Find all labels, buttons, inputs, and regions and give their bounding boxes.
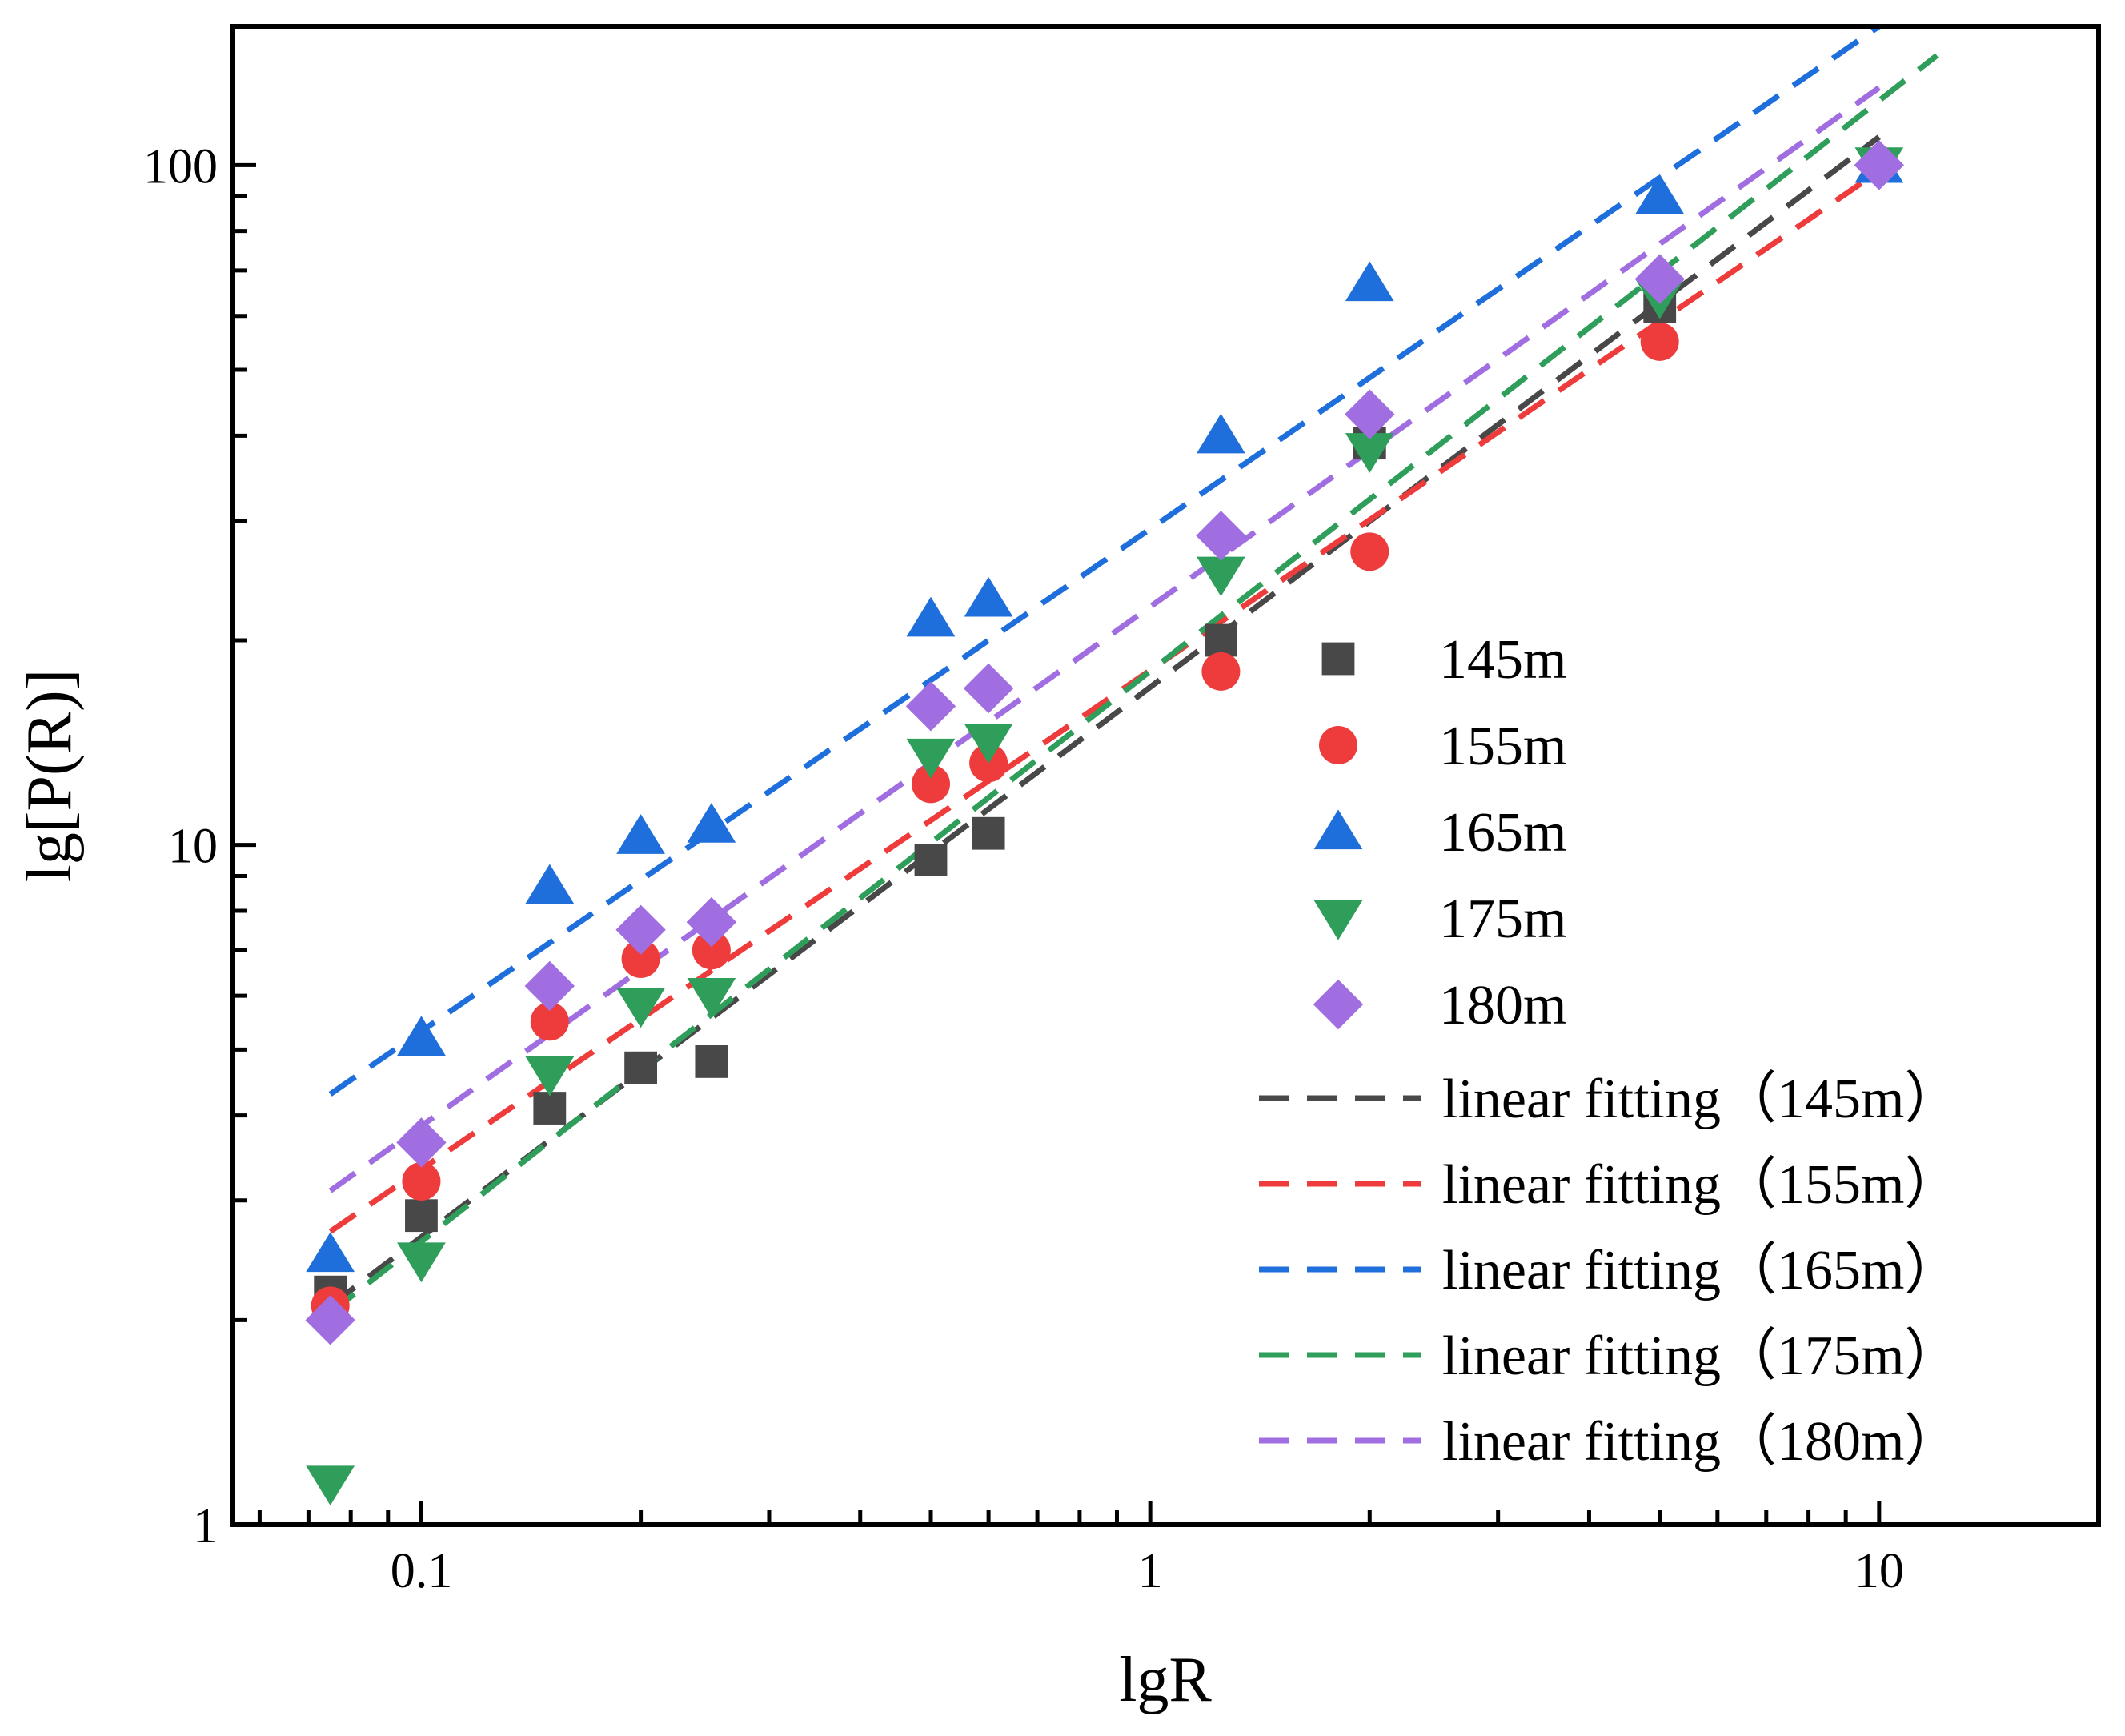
legend: 145m 155m 165m 175m 180m linear fitting（145m）… bbox=[1259, 629, 1960, 1473]
legend-item-fit-3: linear fitting（165m） bbox=[1259, 1240, 1960, 1301]
legend-marker bbox=[1313, 900, 1363, 940]
legend-marker bbox=[1313, 979, 1364, 1030]
legend-label: 180m bbox=[1439, 975, 1566, 1036]
data-point-175m-3 bbox=[525, 1056, 575, 1097]
legend-label: 175m bbox=[1439, 888, 1566, 950]
fit-line-3 bbox=[328, 26, 1881, 1097]
data-point-145m-4 bbox=[624, 1051, 657, 1084]
data-point-180m-3 bbox=[524, 960, 575, 1012]
data-point-155m-3 bbox=[530, 1002, 569, 1041]
legend-item-175m: 175m bbox=[1313, 888, 1566, 950]
data-point-175m-2 bbox=[397, 1242, 446, 1283]
data-point-175m-7 bbox=[964, 724, 1013, 764]
data-point-165m-4 bbox=[616, 814, 665, 854]
data-point-180m-9 bbox=[1345, 389, 1395, 439]
data-point-145m-5 bbox=[695, 1045, 728, 1078]
data-point-175m-1 bbox=[306, 1465, 355, 1506]
data-point-155m-4 bbox=[621, 939, 660, 978]
x-axis-title: lgR bbox=[1119, 1645, 1212, 1715]
legend-label: linear fitting（175m） bbox=[1442, 1325, 1960, 1387]
legend-label: 155m bbox=[1439, 716, 1566, 777]
x-tick-label: 10 bbox=[1854, 1544, 1904, 1598]
data-point-155m-9 bbox=[1350, 532, 1389, 571]
y-tick-label: 10 bbox=[168, 820, 218, 874]
legend-label: linear fitting（180m） bbox=[1442, 1411, 1960, 1473]
data-point-180m-8 bbox=[1196, 511, 1246, 561]
data-points-layer bbox=[305, 140, 1905, 1506]
legend-item-fit-5: linear fitting（180m） bbox=[1259, 1411, 1960, 1473]
data-point-165m-9 bbox=[1345, 261, 1394, 302]
data-point-145m-8 bbox=[1205, 623, 1237, 657]
data-point-180m-10 bbox=[1634, 254, 1685, 304]
plot-frame bbox=[230, 24, 2101, 1527]
legend-marker bbox=[1319, 726, 1357, 764]
data-point-175m-6 bbox=[906, 738, 956, 779]
data-point-180m-1 bbox=[305, 1295, 355, 1345]
legend-item-155m: 155m bbox=[1319, 716, 1566, 777]
data-point-180m-6 bbox=[905, 681, 956, 732]
legend-label: linear fitting（165m） bbox=[1442, 1240, 1960, 1301]
data-point-180m-5 bbox=[686, 896, 737, 948]
legend-item-fit-4: linear fitting（175m） bbox=[1259, 1325, 1960, 1387]
data-point-165m-8 bbox=[1197, 413, 1245, 454]
data-point-180m-4 bbox=[615, 904, 666, 955]
x-tick-label: 0.1 bbox=[391, 1544, 453, 1598]
fit-line-1 bbox=[328, 134, 1881, 1309]
data-point-145m-7 bbox=[972, 816, 1005, 850]
data-point-155m-10 bbox=[1640, 322, 1679, 361]
legend-marker bbox=[1321, 642, 1355, 676]
legend-label: 165m bbox=[1439, 802, 1566, 864]
legend-label: 145m bbox=[1439, 629, 1566, 691]
data-point-175m-5 bbox=[687, 978, 736, 1018]
data-point-145m-3 bbox=[533, 1092, 567, 1125]
legend-label: linear fitting（155m） bbox=[1442, 1154, 1960, 1216]
data-point-165m-7 bbox=[964, 576, 1013, 617]
data-point-145m-6 bbox=[914, 844, 948, 877]
data-point-165m-5 bbox=[687, 803, 736, 843]
data-point-180m-11 bbox=[1854, 140, 1905, 190]
data-point-180m-7 bbox=[963, 663, 1014, 714]
data-point-175m-9 bbox=[1345, 433, 1394, 473]
legend-item-180m: 180m bbox=[1313, 975, 1566, 1036]
data-point-165m-2 bbox=[397, 1016, 446, 1056]
data-point-155m-5 bbox=[692, 931, 731, 970]
data-point-165m-3 bbox=[525, 864, 575, 904]
data-point-165m-1 bbox=[306, 1232, 355, 1273]
axes-layer: 0.1 1 10 1 10 100 lgR lg[P(R)] bbox=[14, 24, 2101, 1715]
data-point-180m-2 bbox=[396, 1117, 447, 1168]
y-tick-label: 100 bbox=[143, 139, 218, 194]
data-point-155m-6 bbox=[912, 764, 951, 804]
data-point-155m-8 bbox=[1201, 652, 1241, 691]
y-tick-label: 1 bbox=[193, 1499, 218, 1554]
data-point-165m-6 bbox=[906, 596, 956, 637]
data-point-175m-8 bbox=[1197, 556, 1245, 597]
x-tick-label: 1 bbox=[1138, 1544, 1163, 1598]
legend-label: linear fitting（145m） bbox=[1442, 1068, 1960, 1130]
legend-item-145m: 145m bbox=[1321, 629, 1566, 691]
data-point-145m-2 bbox=[405, 1199, 438, 1233]
fit-line-5 bbox=[328, 85, 1881, 1193]
data-point-175m-4 bbox=[616, 988, 665, 1028]
legend-item-fit-1: linear fitting（145m） bbox=[1259, 1068, 1960, 1130]
fit-lines-layer bbox=[328, 26, 1939, 1315]
legend-item-165m: 165m bbox=[1313, 802, 1566, 864]
legend-marker bbox=[1313, 809, 1363, 850]
data-point-165m-10 bbox=[1635, 174, 1685, 214]
data-point-155m-2 bbox=[402, 1161, 441, 1201]
legend-item-fit-2: linear fitting（155m） bbox=[1259, 1154, 1960, 1216]
y-axis-title: lg[P(R)] bbox=[14, 669, 85, 883]
fit-line-2 bbox=[328, 168, 1881, 1234]
